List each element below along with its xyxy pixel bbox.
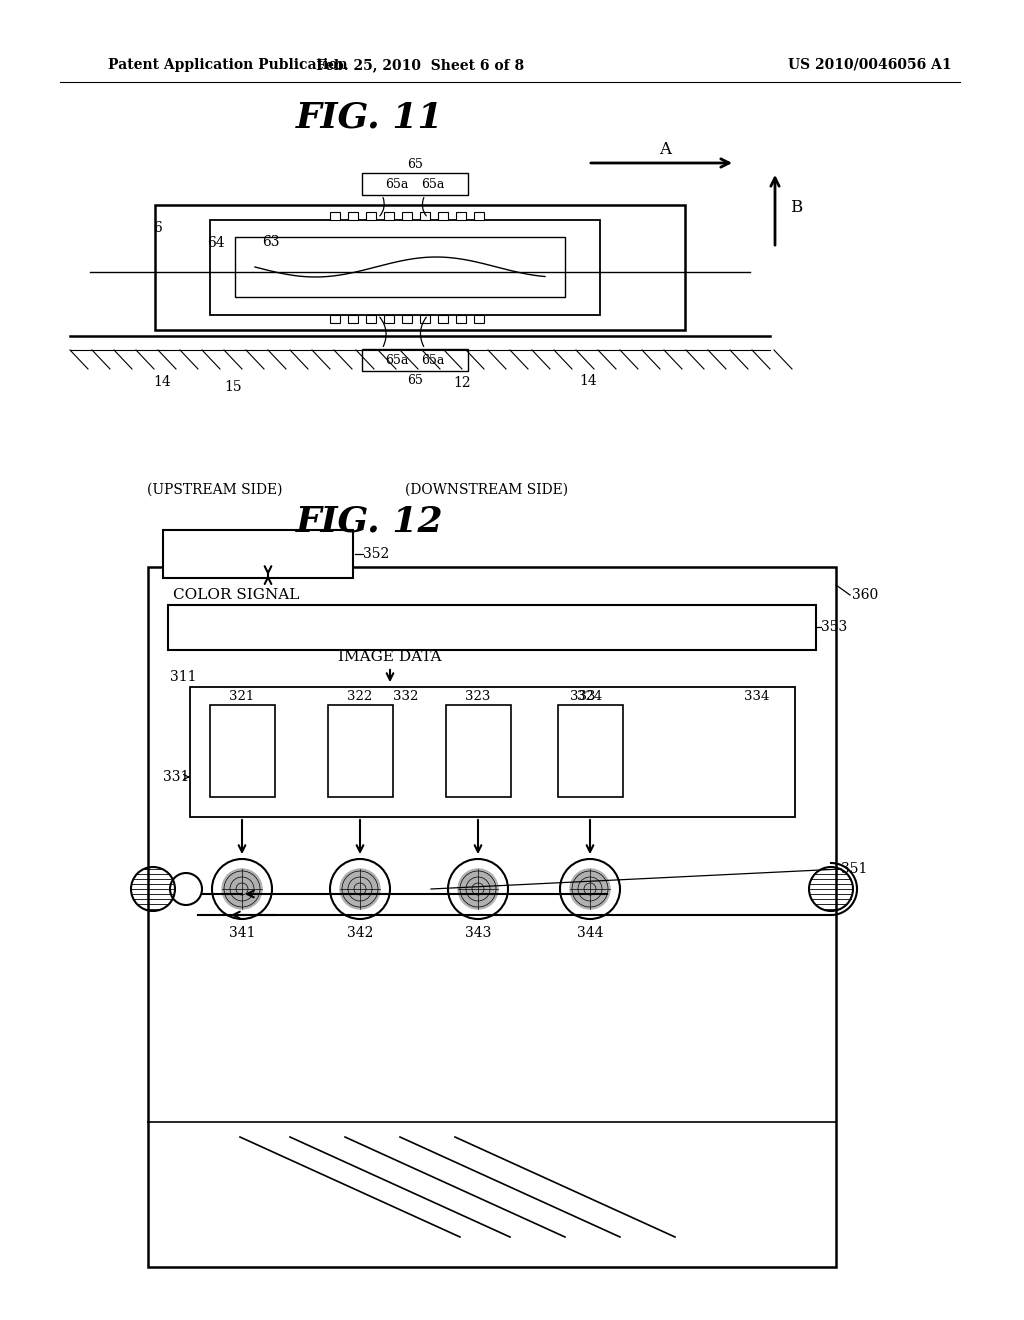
Text: 331: 331 bbox=[163, 770, 189, 784]
Bar bbox=[366, 213, 376, 220]
Bar bbox=[330, 213, 340, 220]
Text: 343: 343 bbox=[465, 927, 492, 940]
Text: A: A bbox=[659, 141, 671, 158]
Text: 323: 323 bbox=[465, 690, 490, 704]
Bar bbox=[420, 213, 430, 220]
Bar bbox=[384, 213, 394, 220]
Bar bbox=[210, 220, 600, 315]
Bar bbox=[366, 315, 376, 323]
Bar bbox=[384, 315, 394, 323]
Bar bbox=[234, 238, 565, 297]
Text: FIG. 12: FIG. 12 bbox=[296, 506, 443, 539]
Text: 63: 63 bbox=[262, 235, 280, 249]
Text: 65: 65 bbox=[408, 158, 423, 172]
Bar bbox=[362, 173, 468, 195]
Text: 360: 360 bbox=[852, 587, 879, 602]
Text: 333: 333 bbox=[570, 690, 596, 704]
Text: Patent Application Publication: Patent Application Publication bbox=[108, 58, 347, 73]
Bar bbox=[330, 315, 340, 323]
Text: IMAGE DATA: IMAGE DATA bbox=[338, 649, 441, 664]
Text: 322: 322 bbox=[347, 690, 373, 704]
Bar bbox=[328, 705, 393, 797]
Text: 352: 352 bbox=[362, 546, 389, 561]
Bar bbox=[155, 205, 685, 330]
Text: COLOR SIGNAL: COLOR SIGNAL bbox=[173, 587, 299, 602]
Text: 15: 15 bbox=[224, 380, 242, 393]
Text: (DOWNSTREAM SIDE): (DOWNSTREAM SIDE) bbox=[406, 483, 568, 498]
Text: 332: 332 bbox=[393, 690, 419, 704]
Text: 344: 344 bbox=[577, 927, 603, 940]
Text: 321: 321 bbox=[229, 690, 255, 704]
Bar bbox=[210, 705, 275, 797]
Text: 353: 353 bbox=[821, 620, 847, 634]
Bar bbox=[362, 348, 468, 371]
Text: (UPSTREAM SIDE): (UPSTREAM SIDE) bbox=[147, 483, 283, 498]
Text: B: B bbox=[790, 198, 802, 215]
Bar bbox=[163, 531, 353, 578]
Text: FIG. 11: FIG. 11 bbox=[296, 102, 443, 135]
Text: 64: 64 bbox=[208, 236, 225, 249]
Circle shape bbox=[222, 869, 262, 909]
Text: 14: 14 bbox=[580, 374, 597, 388]
Bar bbox=[402, 213, 412, 220]
Text: 341: 341 bbox=[228, 927, 255, 940]
Circle shape bbox=[340, 869, 380, 909]
Bar bbox=[402, 315, 412, 323]
Text: US 2010/0046056 A1: US 2010/0046056 A1 bbox=[788, 58, 952, 73]
Bar bbox=[348, 213, 358, 220]
Bar bbox=[558, 705, 623, 797]
Text: 6: 6 bbox=[154, 220, 162, 235]
Bar bbox=[438, 315, 449, 323]
Text: 351: 351 bbox=[841, 862, 867, 876]
Bar bbox=[420, 315, 430, 323]
Text: 65a: 65a bbox=[421, 177, 444, 190]
Bar bbox=[474, 213, 484, 220]
Text: 65a: 65a bbox=[385, 177, 409, 190]
Text: 311: 311 bbox=[170, 671, 197, 684]
Text: 65a: 65a bbox=[421, 354, 444, 367]
Text: 334: 334 bbox=[744, 690, 770, 704]
Text: 12: 12 bbox=[454, 376, 471, 389]
Bar bbox=[438, 213, 449, 220]
Text: 324: 324 bbox=[578, 690, 603, 704]
Bar bbox=[474, 315, 484, 323]
Bar bbox=[446, 705, 511, 797]
Bar bbox=[456, 213, 466, 220]
Bar bbox=[148, 568, 836, 1267]
Circle shape bbox=[458, 869, 498, 909]
Bar bbox=[190, 686, 795, 817]
Text: 342: 342 bbox=[347, 927, 373, 940]
Text: 65: 65 bbox=[408, 375, 423, 388]
Bar bbox=[168, 605, 816, 649]
Text: 14: 14 bbox=[154, 375, 171, 389]
Bar bbox=[348, 315, 358, 323]
Circle shape bbox=[570, 869, 610, 909]
Text: Feb. 25, 2010  Sheet 6 of 8: Feb. 25, 2010 Sheet 6 of 8 bbox=[316, 58, 524, 73]
Text: 65a: 65a bbox=[385, 354, 409, 367]
Bar bbox=[456, 315, 466, 323]
